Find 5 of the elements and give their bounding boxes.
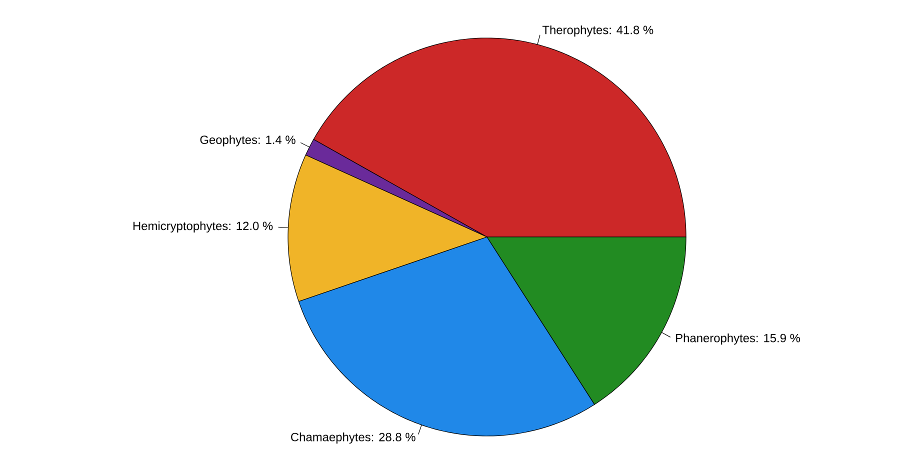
- slice-label: Geophytes: 1.4 %: [200, 135, 296, 146]
- slice-label: Chamaephytes: 28.8 %: [291, 432, 416, 444]
- slice-label: Phanerophytes: 15.9 %: [676, 334, 800, 345]
- slice-label: Therophytes: 41.8 %: [542, 25, 654, 37]
- slice-label: Hemicryptophytes: 12.0 %: [133, 221, 273, 233]
